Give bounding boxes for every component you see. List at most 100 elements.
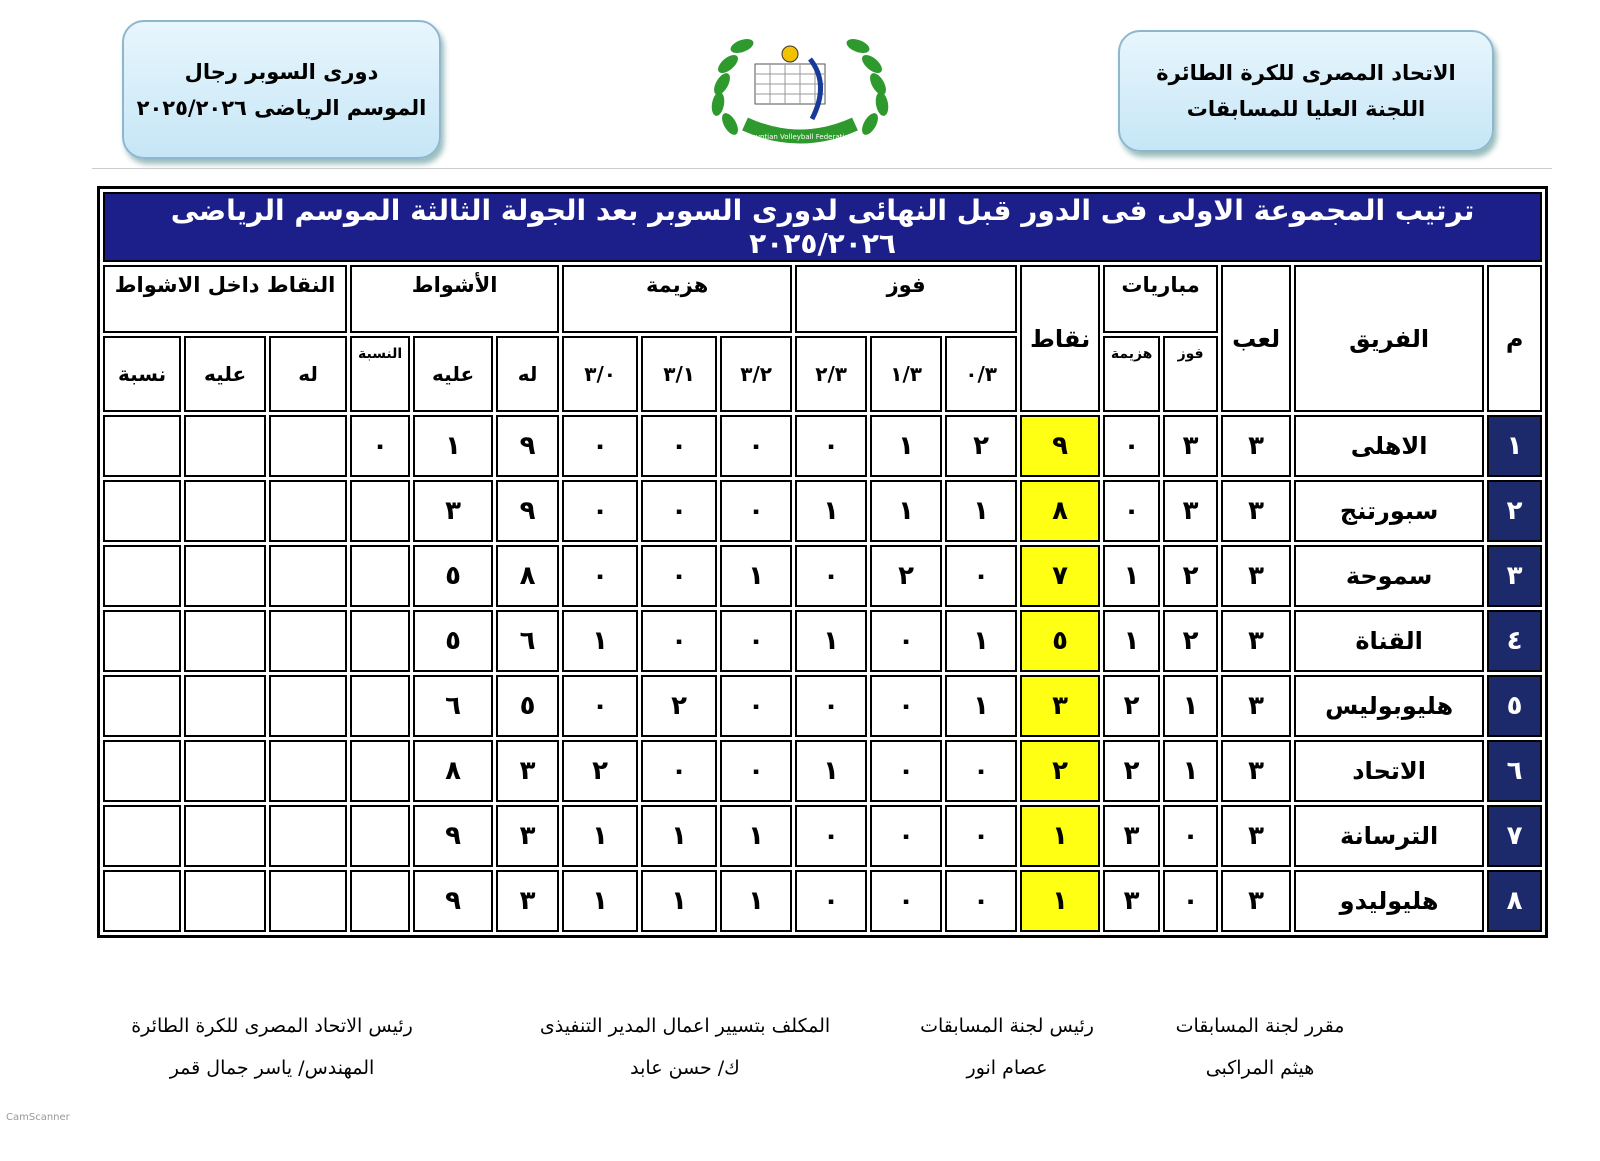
cell: ١ bbox=[1163, 675, 1219, 737]
cell: ٣ bbox=[1163, 415, 1219, 477]
column-header-text: له bbox=[517, 362, 538, 386]
cell bbox=[103, 870, 182, 932]
column-group: مباريات bbox=[1103, 265, 1219, 333]
cell: ٠ bbox=[562, 480, 639, 542]
cell: ٠ bbox=[641, 610, 718, 672]
team-row: ١ الاهلى ٣ ٣ ٠ ٩ ٢ ١ ٠ ٠ ٠ ٠ ٩ ١ ٠ bbox=[103, 415, 1543, 477]
cell: ٣ bbox=[1103, 805, 1161, 867]
cell bbox=[350, 740, 411, 802]
signature-name: هيثم المراكبى bbox=[1205, 1057, 1315, 1079]
cell bbox=[350, 870, 411, 932]
cell: ١ bbox=[413, 415, 494, 477]
cell bbox=[184, 675, 267, 737]
cell: ١ bbox=[562, 805, 639, 867]
team-row: ٦ الاتحاد ٣ ١ ٢ ٢ ٠ ٠ ١ ٠ ٠ ٢ ٣ ٨ bbox=[103, 740, 1543, 802]
cell bbox=[269, 870, 348, 932]
column-header-text: ٣/٠ bbox=[584, 362, 616, 386]
cell: ٩ bbox=[413, 805, 494, 867]
cell: ١ bbox=[870, 415, 943, 477]
column-header: نسبة bbox=[103, 336, 182, 412]
cell: ٠ bbox=[562, 415, 639, 477]
column-header: ١/٣ bbox=[870, 336, 943, 412]
cell bbox=[103, 480, 182, 542]
team-name: الاهلى bbox=[1294, 415, 1485, 477]
cell: ٣ bbox=[1221, 480, 1292, 542]
team-row: ٢ سبورتنج ٣ ٣ ٠ ٨ ١ ١ ١ ٠ ٠ ٠ ٩ ٣ bbox=[103, 480, 1543, 542]
cell: ٥ bbox=[413, 545, 494, 607]
cell: ٢ bbox=[562, 740, 639, 802]
column-group: الأشواط bbox=[350, 265, 560, 333]
table-body: ١ الاهلى ٣ ٣ ٠ ٩ ٢ ١ ٠ ٠ ٠ ٠ ٩ ١ ٠ ٢ سبورتنج ٣ ٣ ٠ ٨ ١ ١ ١ ٠ ٠ ٠ ٩ ٣… bbox=[103, 415, 1543, 932]
team-row: ٥ هليوبوليس ٣ ١ ٢ ٣ ١ ٠ ٠ ٠ ٢ ٠ ٥ ٦ bbox=[103, 675, 1543, 737]
cell: ٠ bbox=[795, 675, 868, 737]
column-header-text: له bbox=[298, 362, 318, 386]
cell: ١ bbox=[795, 610, 868, 672]
column-group: النقاط داخل الاشواط bbox=[103, 265, 348, 333]
cell: ٠ bbox=[795, 415, 868, 477]
points: ٨ bbox=[1020, 480, 1101, 542]
standings-table: ترتيب المجموعة الاولى فى الدور قبل النها… bbox=[97, 186, 1549, 938]
cell: ٩ bbox=[413, 870, 494, 932]
cell: ٩ bbox=[496, 480, 560, 542]
cell bbox=[269, 610, 348, 672]
committee-name: اللجنة العليا للمسابقات bbox=[1186, 97, 1426, 121]
title-row: ترتيب المجموعة الاولى فى الدور قبل النها… bbox=[103, 192, 1543, 262]
cell: ٢ bbox=[870, 545, 943, 607]
cell: ١ bbox=[945, 480, 1018, 542]
rank: ١ bbox=[1487, 415, 1543, 477]
cell: ٠ bbox=[562, 675, 639, 737]
cell: ١ bbox=[1103, 610, 1161, 672]
cell bbox=[269, 480, 348, 542]
cell: ٠ bbox=[795, 805, 868, 867]
cell: ٣ bbox=[496, 805, 560, 867]
team-name: هليوليدو bbox=[1294, 870, 1485, 932]
cell: ٦ bbox=[413, 675, 494, 737]
column-group: هزيمة bbox=[562, 265, 793, 333]
rank: ٤ bbox=[1487, 610, 1543, 672]
cell bbox=[184, 415, 267, 477]
cell: ٠ bbox=[945, 545, 1018, 607]
column-header: ٣/٢ bbox=[720, 336, 793, 412]
cell bbox=[184, 480, 267, 542]
column-header: ٣/١ bbox=[641, 336, 718, 412]
cell bbox=[269, 675, 348, 737]
points: ١ bbox=[1020, 805, 1101, 867]
column-header: م bbox=[1487, 265, 1543, 412]
column-header-text: ١/٣ bbox=[890, 362, 922, 386]
cell: ٠ bbox=[641, 480, 718, 542]
logo: Egyptian Volleyball Federation bbox=[711, 39, 889, 144]
cell: ٠ bbox=[1163, 870, 1219, 932]
signature: رئيس الاتحاد المصرى للكرة الطائرة المهندس… bbox=[72, 1005, 472, 1089]
team-row: ٣ سموحة ٣ ٢ ١ ٧ ٠ ٢ ٠ ١ ٠ ٠ ٨ ٥ bbox=[103, 545, 1543, 607]
points: ٩ bbox=[1020, 415, 1101, 477]
column-header: له bbox=[269, 336, 348, 412]
cell: ٣ bbox=[1103, 870, 1161, 932]
cell: ٣ bbox=[1163, 480, 1219, 542]
cell: ٠ bbox=[945, 805, 1018, 867]
cell bbox=[269, 415, 348, 477]
signature: المكلف بتسيير اعمال المدير التنفيذى ك/ حس… bbox=[505, 1005, 865, 1089]
cell: ٠ bbox=[795, 545, 868, 607]
cell: ١ bbox=[720, 870, 793, 932]
cell: ٠ bbox=[720, 675, 793, 737]
table-title: ترتيب المجموعة الاولى فى الدور قبل النها… bbox=[103, 192, 1543, 262]
column-header-text: ٠/٣ bbox=[965, 362, 997, 386]
cell: ٠ bbox=[641, 740, 718, 802]
cell: ١ bbox=[870, 480, 943, 542]
cell: ٠ bbox=[641, 545, 718, 607]
divider bbox=[92, 168, 1552, 169]
cell bbox=[103, 610, 182, 672]
cell: ١ bbox=[720, 545, 793, 607]
column-header: نقاط bbox=[1020, 265, 1101, 412]
cell: ٢ bbox=[1163, 610, 1219, 672]
cell: ٥ bbox=[496, 675, 560, 737]
cell: ٠ bbox=[870, 805, 943, 867]
standings: ترتيب المجموعة الاولى فى الدور قبل النها… bbox=[97, 186, 1549, 938]
team-name: الاتحاد bbox=[1294, 740, 1485, 802]
cell bbox=[350, 545, 411, 607]
cell bbox=[269, 545, 348, 607]
header-row: م الفريق لعب مباريات نقاط فوز هزيمة الأشواط النق… bbox=[103, 265, 1543, 412]
column-header-text: هزيمة bbox=[1110, 346, 1153, 362]
cell: ٣ bbox=[1221, 545, 1292, 607]
